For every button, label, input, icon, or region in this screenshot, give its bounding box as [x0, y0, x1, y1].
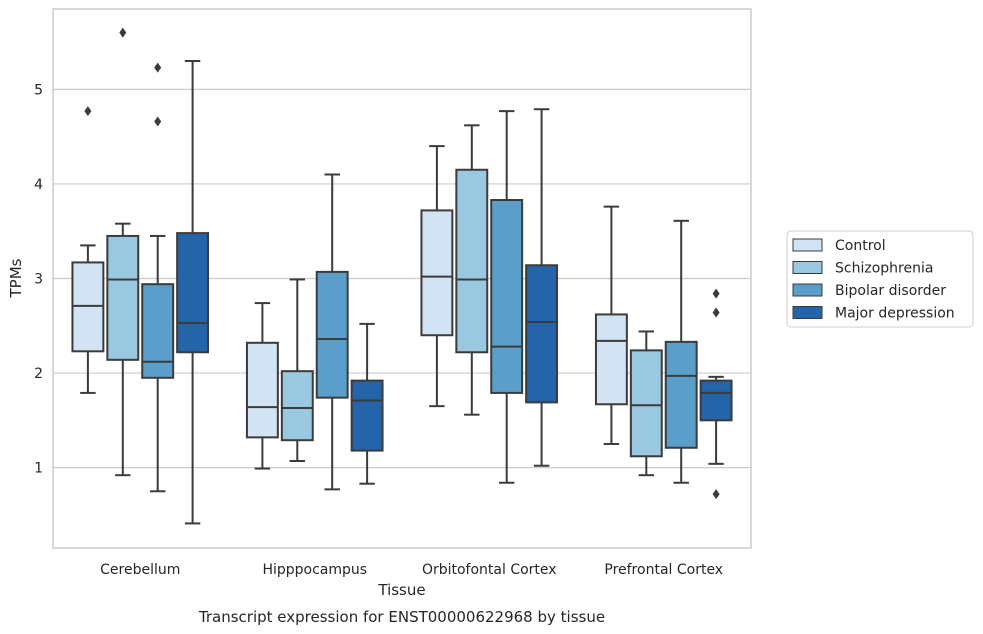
box-rect [350, 379, 384, 452]
box-rect [594, 313, 628, 406]
box-rect [525, 264, 559, 404]
box-2-4 [629, 330, 663, 477]
x-tick-label: Hipppocampus [262, 562, 367, 578]
box-rect [106, 234, 140, 361]
y-tick-label: 5 [34, 82, 43, 98]
box-4-4 [699, 288, 733, 500]
legend-swatch [792, 261, 823, 274]
y-tick-label: 4 [34, 177, 43, 193]
box-1-2 [245, 302, 279, 470]
box-rect [420, 209, 454, 337]
box-rect [315, 270, 349, 399]
outlier-point [154, 62, 162, 73]
y-tick-label: 1 [34, 461, 43, 477]
box-rect [176, 232, 210, 354]
legend-swatch [792, 283, 823, 297]
box-rect [490, 199, 524, 394]
box-4-1 [176, 60, 210, 525]
outlier-point [84, 106, 92, 117]
x-tick-label: Cerebellum [100, 562, 180, 578]
box-rect [455, 168, 489, 354]
box-4-2 [350, 322, 384, 485]
legend-item: Bipolar disorder [792, 283, 946, 299]
chart-caption: Transcript expression for ENST0000062296… [198, 608, 605, 626]
y-tick-label: 2 [34, 366, 43, 382]
y-axis: 1 2 3 4 5 [34, 82, 43, 476]
box-rect [245, 341, 279, 439]
legend-item: Control [792, 238, 886, 254]
x-axis: Cerebellum Hipppocampus Orbitofontal Corte… [100, 562, 723, 578]
legend-label: Bipolar disorder [835, 283, 946, 299]
legend-frame [786, 230, 974, 328]
box-3-3 [490, 110, 524, 484]
box-rect [141, 283, 175, 379]
box-3-1 [141, 62, 175, 493]
box-3-2 [315, 173, 349, 491]
plot-frame [52, 8, 752, 549]
box-rect [664, 340, 698, 449]
box-2-3 [455, 124, 489, 416]
box-1-3 [420, 145, 454, 408]
y-axis-label: TPMs [7, 258, 25, 298]
outlier-point [712, 307, 720, 318]
box-1-1 [71, 106, 105, 394]
box-4-3 [525, 108, 559, 467]
x-tick-label: Prefrontal Cortex [604, 562, 723, 578]
box-2-2 [280, 278, 314, 463]
legend-label: Major depression [835, 306, 955, 322]
y-tick-label: 3 [34, 272, 43, 288]
legend-swatch [792, 306, 823, 319]
outlier-point [119, 27, 127, 38]
box-1-4 [594, 205, 628, 445]
outlier-point [712, 489, 720, 500]
x-tick-label: Orbitofontal Cortex [422, 562, 557, 578]
box-2-1 [106, 27, 140, 477]
box-rect [699, 379, 733, 422]
legend-item: Major depression [792, 306, 955, 322]
legend-item: Schizophrenia [792, 261, 933, 277]
outlier-point [154, 116, 162, 127]
legend-swatch [792, 238, 823, 252]
legend-label: Control [835, 238, 886, 254]
box-3-4 [664, 219, 698, 484]
plot-area [71, 27, 733, 525]
x-axis-label: Tissue [377, 581, 425, 599]
legend: Control Schizophrenia Bipolar disorder Majo… [786, 230, 974, 328]
outlier-point [712, 288, 720, 299]
legend-label: Schizophrenia [835, 261, 933, 277]
box-rect [280, 370, 314, 442]
box-rect [629, 349, 663, 458]
